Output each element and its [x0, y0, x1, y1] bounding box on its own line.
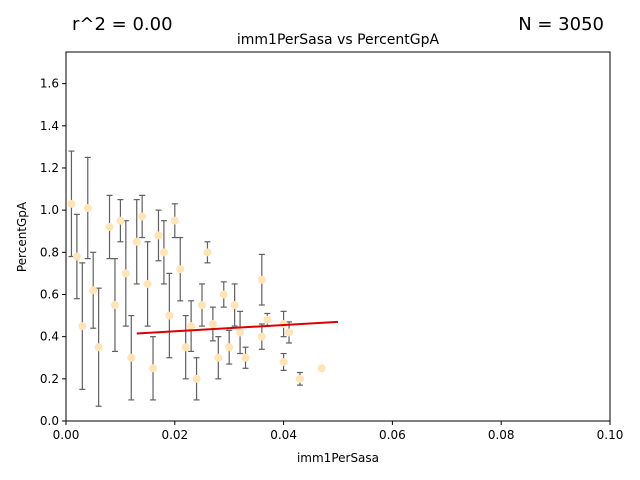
data-point — [192, 374, 201, 383]
data-point — [121, 269, 130, 278]
x-axis: 0.00 0.02 0.04 0.06 0.08 0.10 — [53, 421, 624, 442]
data-point — [263, 315, 272, 324]
chart-title: imm1PerSasa vs PercentGpA — [237, 32, 440, 48]
x-tick-label: 0.08 — [488, 428, 515, 442]
data-point — [176, 265, 185, 274]
plot-area — [67, 150, 339, 407]
data-point — [78, 322, 87, 331]
data-point — [143, 279, 152, 288]
data-point — [225, 343, 234, 352]
x-tick-label: 0.00 — [53, 428, 80, 442]
data-point — [94, 343, 103, 352]
x-axis-label: imm1PerSasa — [297, 451, 379, 465]
data-point — [317, 364, 326, 373]
data-point — [154, 231, 163, 240]
point-layer — [67, 199, 326, 383]
y-tick-label: 0.0 — [40, 414, 59, 428]
data-point — [279, 357, 288, 366]
data-point — [198, 301, 206, 310]
data-point — [105, 223, 114, 232]
data-point — [83, 204, 92, 213]
y-tick-label: 0.8 — [40, 245, 59, 259]
y-tick-label: 0.6 — [40, 287, 59, 301]
data-point — [181, 343, 190, 352]
data-point — [127, 353, 136, 362]
x-tick-label: 0.02 — [161, 428, 188, 442]
data-point — [170, 216, 179, 225]
data-point — [165, 311, 174, 320]
data-point — [187, 322, 196, 331]
data-point — [214, 353, 223, 362]
x-tick-label: 0.10 — [597, 428, 624, 442]
y-tick-label: 0.4 — [40, 330, 59, 344]
regression-line — [136, 320, 339, 335]
data-point — [257, 332, 266, 341]
data-point — [67, 199, 76, 208]
data-point — [230, 301, 239, 310]
fit-line-layer — [136, 320, 339, 335]
y-tick-label: 1.2 — [40, 161, 59, 175]
data-point — [110, 301, 119, 310]
data-point — [116, 216, 125, 225]
data-point — [208, 320, 217, 329]
data-point — [132, 237, 141, 246]
data-point — [285, 328, 294, 337]
y-tick-label: 1.4 — [40, 119, 59, 133]
r-squared-label: r^2 = 0.00 — [72, 14, 173, 35]
data-point — [138, 212, 147, 221]
plot-frame — [65, 51, 611, 422]
data-point — [149, 364, 158, 373]
sample-count-label: N = 3050 — [518, 14, 604, 35]
x-tick-label: 0.04 — [270, 428, 297, 442]
data-point — [295, 374, 304, 383]
data-point — [89, 286, 98, 295]
data-point — [219, 290, 228, 299]
y-axis-label: PercentGpA — [15, 201, 29, 272]
y-tick-label: 1.0 — [40, 203, 59, 217]
data-point — [159, 248, 168, 257]
x-tick-label: 0.06 — [379, 428, 406, 442]
data-point — [72, 252, 81, 261]
y-tick-label: 1.6 — [40, 77, 59, 91]
y-axis: 0.0 0.2 0.4 0.6 0.8 1.0 1.2 1.4 1.6 — [40, 77, 66, 428]
y-tick-label: 0.2 — [40, 372, 59, 386]
data-point — [236, 328, 245, 337]
data-point — [257, 275, 266, 284]
data-point — [203, 248, 212, 257]
data-point — [241, 353, 250, 362]
